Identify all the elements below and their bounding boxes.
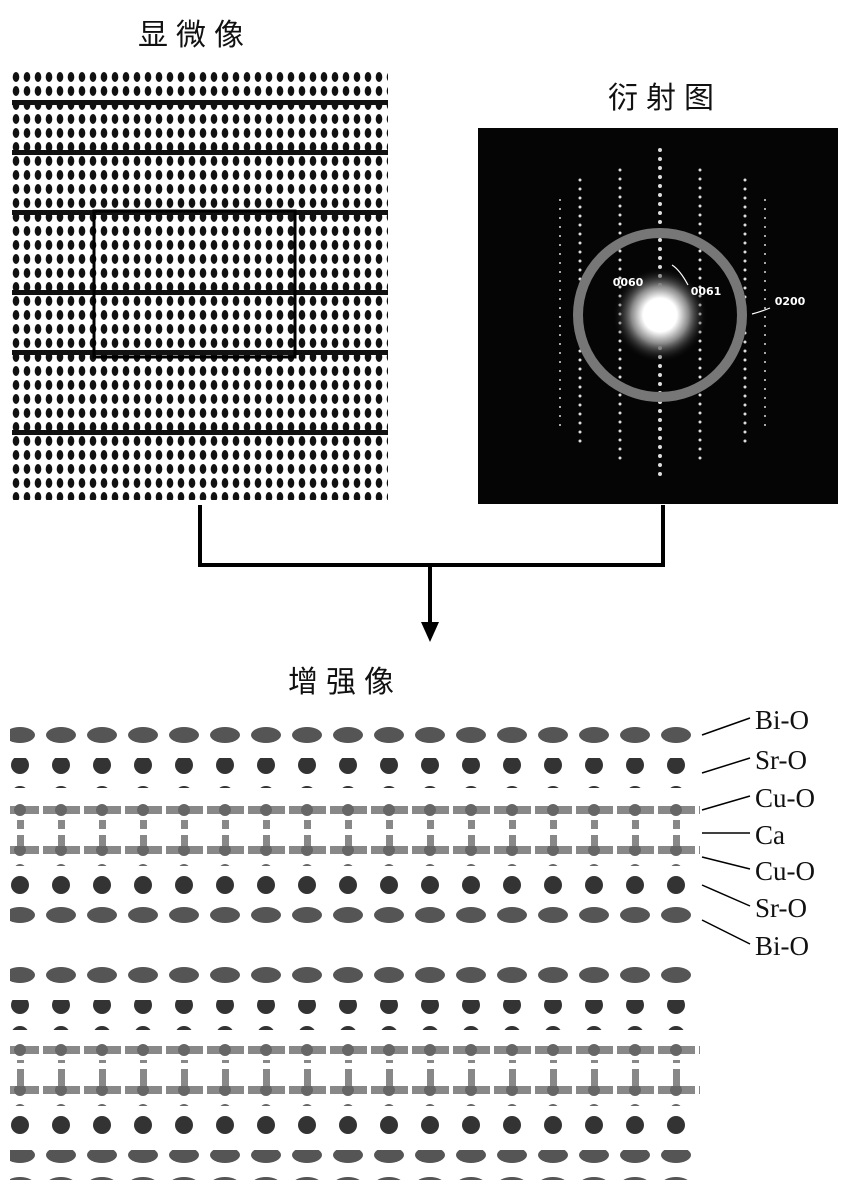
layer-label: Bi-O	[755, 931, 809, 961]
layer-label: Cu-O	[755, 856, 815, 886]
layer-leaders	[702, 718, 750, 944]
layer-label: Sr-O	[755, 745, 807, 775]
enhanced-image	[10, 718, 700, 1180]
layer-label: Cu-O	[755, 783, 815, 813]
layer-label: Sr-O	[755, 893, 807, 923]
figure: 显微像 衍射图 0060 0061 0200 增强像	[0, 0, 853, 1185]
diffraction-title: 衍射图	[608, 81, 722, 116]
spot-label: 0060	[613, 276, 644, 289]
arrow-head	[421, 622, 439, 642]
micrograph-image	[12, 68, 388, 500]
enhanced-title: 增强像	[288, 665, 402, 700]
layer-label: Bi-O	[755, 705, 809, 735]
spot-label: 0061	[691, 285, 722, 298]
spot-label: 0200	[775, 295, 806, 308]
micrograph-title: 显微像	[138, 18, 252, 53]
connector	[200, 505, 663, 625]
layer-label: Ca	[755, 820, 785, 850]
